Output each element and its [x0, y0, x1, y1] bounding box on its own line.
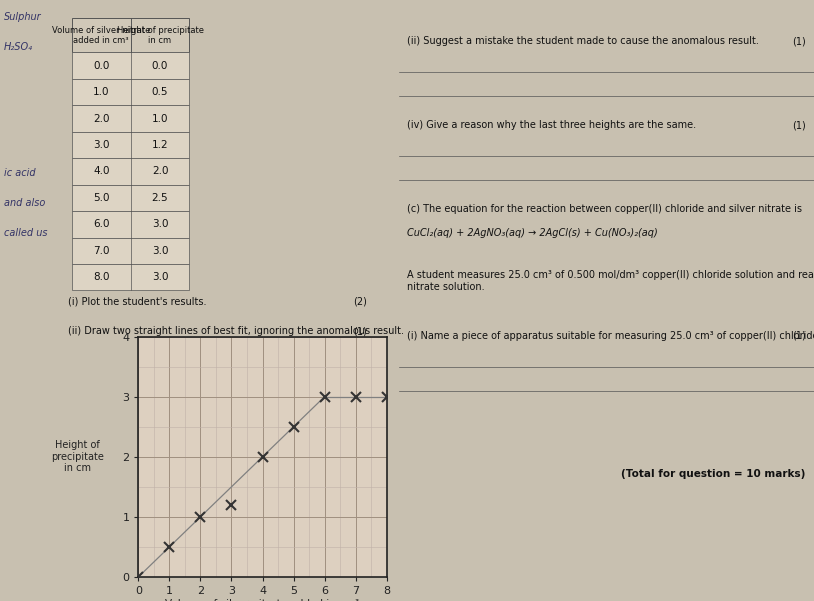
Text: (ii) Suggest a mistake the student made to cause the anomalous result.: (ii) Suggest a mistake the student made … [407, 36, 759, 46]
Text: CuCl₂(aq) + 2AgNO₃(aq) → 2AgCl(s) + Cu(NO₃)₂(aq): CuCl₂(aq) + 2AgNO₃(aq) → 2AgCl(s) + Cu(N… [407, 228, 658, 239]
Bar [72, 185, 190, 211]
Bar [72, 105, 190, 132]
Text: (1): (1) [353, 326, 367, 337]
Text: 6.0: 6.0 [93, 219, 109, 230]
Bar [72, 158, 190, 185]
Text: 2.0: 2.0 [93, 114, 109, 124]
Text: 3.0: 3.0 [151, 219, 168, 230]
Text: 1.2: 1.2 [151, 140, 168, 150]
Text: 3.0: 3.0 [151, 246, 168, 256]
Text: ic acid: ic acid [4, 168, 36, 178]
Text: (c) The equation for the reaction between copper(II) chloride and silver nitrate: (c) The equation for the reaction betwee… [407, 204, 802, 215]
Text: (ii) Draw two straight lines of best fit, ignoring the anomalous result.: (ii) Draw two straight lines of best fit… [68, 326, 404, 337]
Text: called us: called us [4, 228, 47, 239]
Text: (Total for question = 10 marks): (Total for question = 10 marks) [621, 469, 806, 479]
Text: Volume of silver nitrate
added in cm³: Volume of silver nitrate added in cm³ [52, 25, 151, 45]
Text: 7.0: 7.0 [93, 246, 109, 256]
Text: 4.0: 4.0 [93, 166, 109, 177]
Text: (i) Name a piece of apparatus suitable for measuring 25.0 cm³ of copper(II) chlo: (i) Name a piece of apparatus suitable f… [407, 331, 814, 341]
Text: A student measures 25.0 cm³ of 0.500 mol/dm³ copper(II) chloride solution and re: A student measures 25.0 cm³ of 0.500 mol… [407, 270, 814, 292]
Text: 3.0: 3.0 [151, 272, 168, 282]
Text: (iv) Give a reason why the last three heights are the same.: (iv) Give a reason why the last three he… [407, 120, 696, 130]
Bar [72, 237, 190, 264]
Text: 2.0: 2.0 [151, 166, 168, 177]
Bar [72, 79, 190, 105]
Text: 0.5: 0.5 [151, 87, 168, 97]
Text: 5.0: 5.0 [93, 193, 109, 203]
Text: Height of precipitate
in cm: Height of precipitate in cm [116, 25, 204, 45]
Bar [72, 52, 190, 79]
Text: (1): (1) [792, 36, 806, 46]
Bar [72, 132, 190, 158]
Text: 0.0: 0.0 [93, 61, 109, 71]
Text: H₂SO₄: H₂SO₄ [4, 42, 33, 52]
Text: (1): (1) [792, 120, 806, 130]
Text: 0.0: 0.0 [152, 61, 168, 71]
Bar [72, 18, 190, 52]
Text: 2.5: 2.5 [151, 193, 168, 203]
Text: 1.0: 1.0 [93, 87, 109, 97]
Text: (i) Plot the student's results.: (i) Plot the student's results. [68, 296, 206, 307]
Text: 1.0: 1.0 [151, 114, 168, 124]
Text: 3.0: 3.0 [93, 140, 109, 150]
Text: Sulphur: Sulphur [4, 12, 42, 22]
Text: (2): (2) [353, 296, 367, 307]
Bar [72, 211, 190, 237]
Text: and also: and also [4, 198, 46, 209]
Text: 8.0: 8.0 [93, 272, 109, 282]
X-axis label: Volume of silver nitrate added in cm³: Volume of silver nitrate added in cm³ [165, 599, 360, 601]
Text: (1): (1) [792, 331, 806, 341]
Bar [72, 264, 190, 290]
Y-axis label: Height of
precipitate
in cm: Height of precipitate in cm [51, 440, 104, 474]
